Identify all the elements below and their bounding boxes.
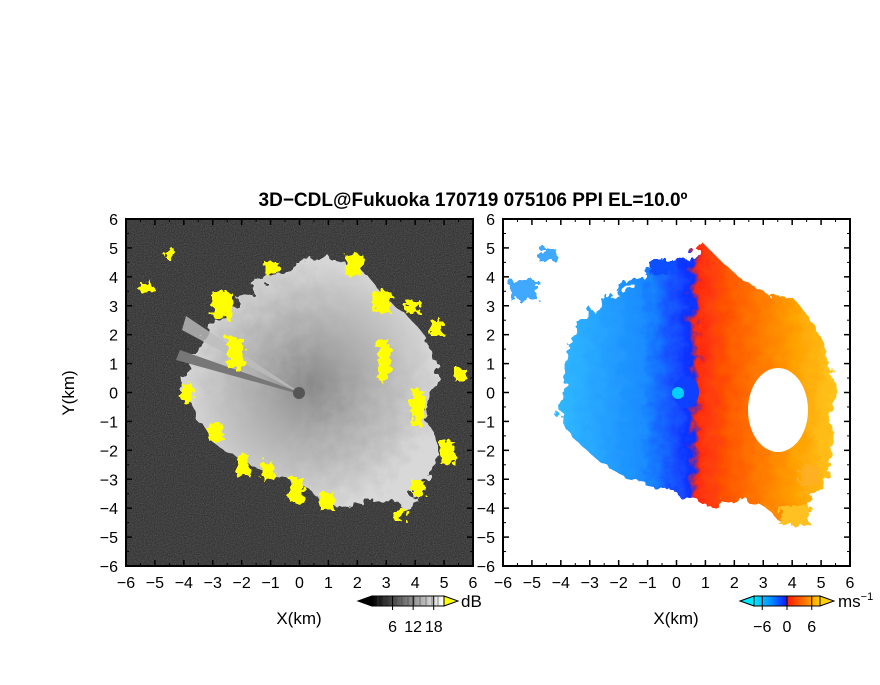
- x-tick-label: 6: [846, 575, 855, 592]
- y-tick-label: 2: [109, 328, 118, 345]
- snr-y-axis-label: Y(km): [59, 370, 78, 415]
- x-tick-label: 4: [411, 575, 420, 592]
- y-tick-label: −1: [100, 414, 118, 431]
- colorbar-tick-label: 6: [807, 619, 816, 636]
- x-tick-label: 6: [469, 575, 478, 592]
- colorbar-tick-label: 18: [425, 619, 443, 636]
- velocity-tick-labels: −6 −5 −4 −3 −2 −1 0 1 2 3 4 5 6 6 5 4 3 2 1 0 −1 −2 −3 −4 −5 −6: [477, 212, 855, 592]
- colorbar-tick-label: 0: [783, 619, 792, 636]
- x-tick-label: −4: [552, 575, 570, 592]
- snr-edge-highlights: [140, 248, 466, 520]
- velocity-echo-region: [560, 245, 836, 520]
- x-tick-label: −5: [523, 575, 541, 592]
- velocity-colorbar-under-arrow: [738, 595, 755, 607]
- velocity-colorbar-unit-base: ms: [838, 592, 861, 611]
- y-tick-label: −5: [477, 530, 495, 547]
- x-tick-label: 2: [353, 575, 362, 592]
- radar-site-marker: [293, 387, 305, 399]
- y-tick-label: 6: [109, 212, 118, 229]
- snr-colorbar-ticks: 6 12 18: [388, 596, 443, 636]
- x-tick-label: 1: [324, 575, 333, 592]
- velocity-colorbar: −6 0 6 ms−1: [738, 591, 873, 636]
- x-tick-label: 2: [730, 575, 739, 592]
- y-tick-label: −3: [100, 472, 118, 489]
- velocity-axis-ticks: [502, 218, 851, 567]
- y-tick-label: −6: [100, 559, 118, 576]
- y-tick-label: 4: [109, 270, 118, 287]
- y-tick-label: −4: [477, 501, 495, 518]
- y-tick-label: 0: [486, 386, 495, 403]
- x-tick-label: 1: [701, 575, 710, 592]
- y-tick-label: 2: [486, 328, 495, 345]
- snr-colorbar-over-arrow: [443, 595, 460, 607]
- chart-title: 3D−CDL@Fukuoka 170719 075106 PPI EL=10.0…: [259, 190, 688, 211]
- velocity-colorbar-unit-exponent: −1: [861, 591, 874, 603]
- snr-colorbar-hatches: [377, 596, 439, 606]
- x-tick-label: 5: [817, 575, 826, 592]
- velocity-center-marker: [672, 387, 684, 399]
- snr-x-axis-label: X(km): [276, 609, 321, 628]
- y-tick-label: 1: [109, 357, 118, 374]
- x-tick-label: −3: [204, 575, 222, 592]
- colorbar-tick-label: 12: [404, 619, 422, 636]
- snr-tick-labels: −6 −5 −4 −3 −2 −1 0 1 2 3 4 5 6 6 5 4 3 2 1 0 −1 −2 −3 −4 −5 −6: [100, 212, 478, 592]
- velocity-colorbar-over-arrow: [819, 595, 836, 607]
- x-tick-label: −1: [261, 575, 279, 592]
- x-tick-label: −6: [494, 575, 512, 592]
- x-tick-label: 4: [788, 575, 797, 592]
- snr-panel: −6 −5 −4 −3 −2 −1 0 1 2 3 4 5 6 6 5 4 3 2 1 0 −1 −2 −3 −4 −5 −6 X…: [59, 212, 478, 628]
- x-tick-label: −3: [581, 575, 599, 592]
- x-tick-label: −1: [638, 575, 656, 592]
- y-tick-label: 4: [486, 270, 495, 287]
- y-tick-label: 6: [486, 212, 495, 229]
- y-tick-label: −6: [477, 559, 495, 576]
- snr-wedge-dark: [176, 350, 299, 394]
- y-tick-label: 3: [109, 299, 118, 316]
- velocity-gap: [748, 368, 808, 452]
- snr-colorbar-under-arrow: [356, 595, 373, 607]
- snr-colorbar: 6 12 18 dB: [356, 592, 482, 636]
- x-tick-label: −5: [146, 575, 164, 592]
- x-tick-label: 0: [295, 575, 304, 592]
- x-tick-label: 0: [672, 575, 681, 592]
- x-tick-label: −4: [175, 575, 193, 592]
- velocity-panel: −6 −5 −4 −3 −2 −1 0 1 2 3 4 5 6 6 5 4 3 2 1 0 −1 −2 −3 −4 −5 −6 X…: [477, 212, 855, 628]
- x-tick-label: −6: [117, 575, 135, 592]
- snr-axis-ticks: [125, 218, 474, 567]
- velocity-scatter-blobs: [510, 248, 818, 525]
- y-tick-label: −2: [100, 443, 118, 460]
- x-tick-label: 3: [382, 575, 391, 592]
- y-tick-label: 5: [486, 241, 495, 258]
- colorbar-tick-label: 6: [388, 619, 397, 636]
- snr-colorbar-unit: dB: [461, 592, 482, 611]
- y-tick-label: 5: [109, 241, 118, 258]
- x-tick-label: 3: [759, 575, 768, 592]
- snr-echo-region: [182, 258, 440, 510]
- y-tick-label: 0: [109, 386, 118, 403]
- y-tick-label: −2: [477, 443, 495, 460]
- y-tick-label: −3: [477, 472, 495, 489]
- y-tick-label: −1: [477, 414, 495, 431]
- y-tick-label: 1: [486, 357, 495, 374]
- colorbar-tick-label: −6: [753, 619, 771, 636]
- velocity-colorbar-unit: ms−1: [838, 591, 873, 611]
- velocity-colorbar-ticks: −6 0 6: [753, 596, 816, 636]
- y-tick-label: −4: [100, 501, 118, 518]
- y-tick-label: 3: [486, 299, 495, 316]
- velocity-core: [673, 376, 699, 408]
- y-tick-label: −5: [100, 530, 118, 547]
- x-tick-label: −2: [233, 575, 251, 592]
- x-tick-label: −2: [610, 575, 628, 592]
- x-tick-label: 5: [440, 575, 449, 592]
- velocity-x-axis-label: X(km): [653, 609, 698, 628]
